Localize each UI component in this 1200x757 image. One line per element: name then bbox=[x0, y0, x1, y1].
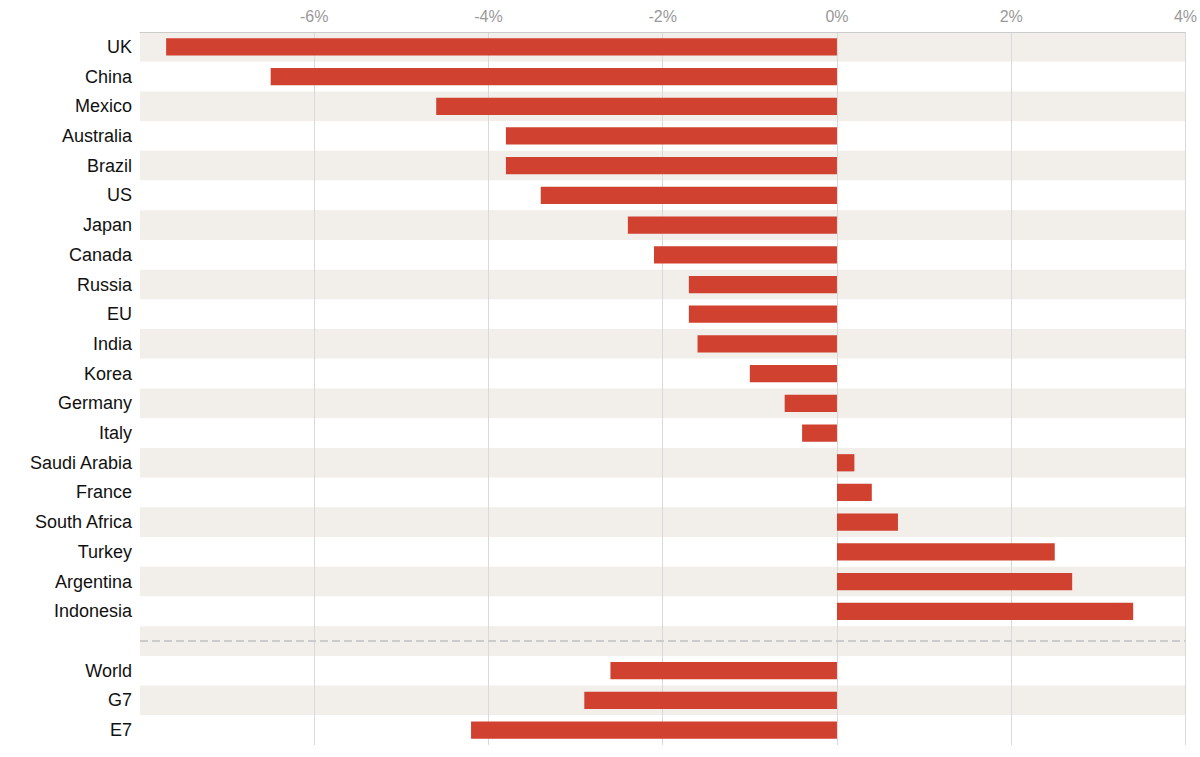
svg-text:E7: E7 bbox=[110, 720, 132, 740]
svg-text:Russia: Russia bbox=[77, 275, 133, 295]
svg-text:4%: 4% bbox=[1174, 8, 1197, 25]
svg-text:South Africa: South Africa bbox=[35, 512, 133, 532]
svg-text:Mexico: Mexico bbox=[75, 96, 132, 116]
svg-text:Brazil: Brazil bbox=[87, 156, 132, 176]
svg-text:Germany: Germany bbox=[58, 393, 132, 413]
svg-text:Australia: Australia bbox=[62, 126, 133, 146]
svg-text:India: India bbox=[93, 334, 133, 354]
svg-text:Turkey: Turkey bbox=[78, 542, 132, 562]
svg-text:Italy: Italy bbox=[99, 423, 132, 443]
svg-text:France: France bbox=[76, 482, 132, 502]
svg-text:2%: 2% bbox=[1000, 8, 1023, 25]
svg-text:China: China bbox=[85, 67, 133, 87]
svg-text:-4%: -4% bbox=[474, 8, 502, 25]
svg-text:EU: EU bbox=[107, 304, 132, 324]
svg-text:G7: G7 bbox=[108, 690, 132, 710]
svg-text:Argentina: Argentina bbox=[55, 572, 133, 592]
svg-text:Korea: Korea bbox=[84, 364, 133, 384]
svg-text:UK: UK bbox=[107, 37, 132, 57]
svg-text:-6%: -6% bbox=[300, 8, 328, 25]
svg-text:Indonesia: Indonesia bbox=[54, 601, 133, 621]
svg-text:Saudi Arabia: Saudi Arabia bbox=[30, 453, 133, 473]
svg-text:Japan: Japan bbox=[83, 215, 132, 235]
svg-text:World: World bbox=[85, 661, 132, 681]
svg-text:0%: 0% bbox=[825, 8, 848, 25]
svg-text:-2%: -2% bbox=[648, 8, 676, 25]
svg-text:Canada: Canada bbox=[69, 245, 133, 265]
svg-text:US: US bbox=[107, 185, 132, 205]
